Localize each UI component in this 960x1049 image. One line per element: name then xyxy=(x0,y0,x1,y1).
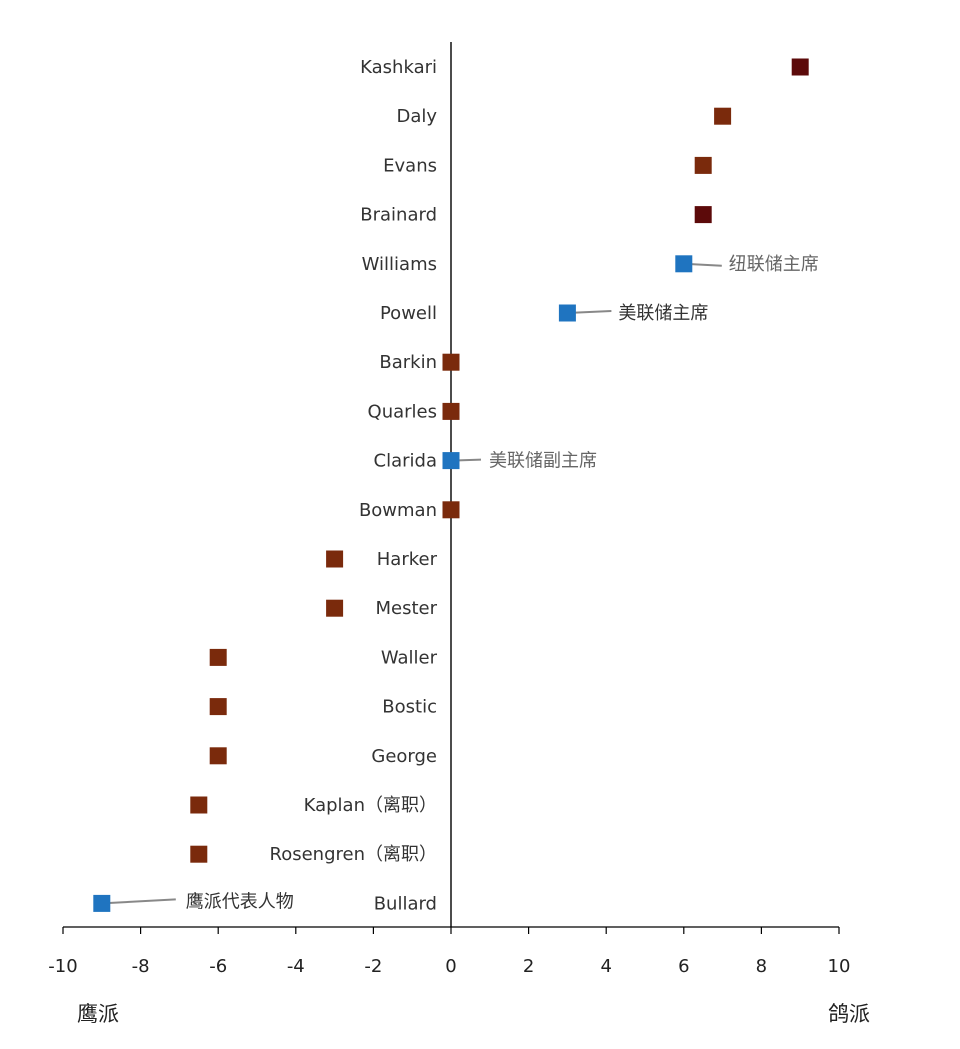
member-label: Powell xyxy=(380,303,437,324)
data-point xyxy=(791,58,809,76)
x-tick-label: 10 xyxy=(828,956,851,977)
member-label: Kaplan（离职） xyxy=(304,795,437,816)
member-label: Kashkari xyxy=(360,57,437,78)
chart-axes xyxy=(63,42,839,928)
data-point xyxy=(209,698,227,716)
annotation-label: 美联储副主席 xyxy=(489,451,597,472)
member-label: Williams xyxy=(362,254,437,275)
data-point xyxy=(190,796,208,814)
annotation-leader-line xyxy=(101,898,176,905)
member-label: Daly xyxy=(396,106,437,127)
member-label: Rosengren（离职） xyxy=(270,844,437,865)
data-point xyxy=(326,550,344,568)
data-point xyxy=(209,747,227,765)
x-tick-label: -2 xyxy=(364,956,382,977)
member-label: Clarida xyxy=(374,451,437,472)
member-label: Waller xyxy=(381,647,438,668)
x-tick-label: -10 xyxy=(48,956,77,977)
member-label: Bullard xyxy=(374,893,437,914)
x-axis-ticks: -10 -8 -6 -4 -2 0 2 4 6 8 10 xyxy=(48,927,850,977)
x-tick-label: 2 xyxy=(523,956,534,977)
x-tick-label: -6 xyxy=(209,956,227,977)
data-point xyxy=(442,501,460,519)
x-tick-label: -8 xyxy=(132,956,150,977)
data-point xyxy=(442,402,460,420)
data-point xyxy=(694,156,712,174)
data-point xyxy=(442,452,460,470)
data-point xyxy=(209,648,227,666)
member-label: Bostic xyxy=(382,697,437,718)
x-tick-label: -4 xyxy=(287,956,305,977)
x-tick-label: 4 xyxy=(600,956,611,977)
member-label: Harker xyxy=(377,549,438,570)
data-point xyxy=(190,845,208,863)
member-labels: Kashkari Daly Evans Brainard Williams Powell B… xyxy=(270,57,438,914)
data-point xyxy=(558,304,576,322)
member-label: Quarles xyxy=(368,401,437,422)
member-label: Mester xyxy=(375,598,437,619)
annotation-label: 美联储主席 xyxy=(618,303,708,324)
hawkish-end-label: 鹰派 xyxy=(77,1002,119,1026)
member-label: Bowman xyxy=(359,500,437,521)
data-point xyxy=(326,599,344,617)
data-point xyxy=(93,894,111,912)
member-label: Brainard xyxy=(360,205,437,226)
x-tick-label: 0 xyxy=(445,956,456,977)
data-point xyxy=(714,107,732,125)
data-point xyxy=(442,353,460,371)
x-tick-label: 8 xyxy=(756,956,767,977)
x-tick-label: 6 xyxy=(678,956,689,977)
data-points xyxy=(93,58,809,912)
member-label: George xyxy=(371,746,437,767)
annotation-label: 纽联储主席 xyxy=(729,254,819,275)
member-label: Evans xyxy=(383,155,437,176)
dovish-end-label: 鸽派 xyxy=(828,1002,870,1026)
annotation-label: 鹰派代表人物 xyxy=(186,891,294,912)
data-point xyxy=(694,206,712,224)
member-label: Barkin xyxy=(379,352,437,373)
data-point xyxy=(675,255,693,273)
